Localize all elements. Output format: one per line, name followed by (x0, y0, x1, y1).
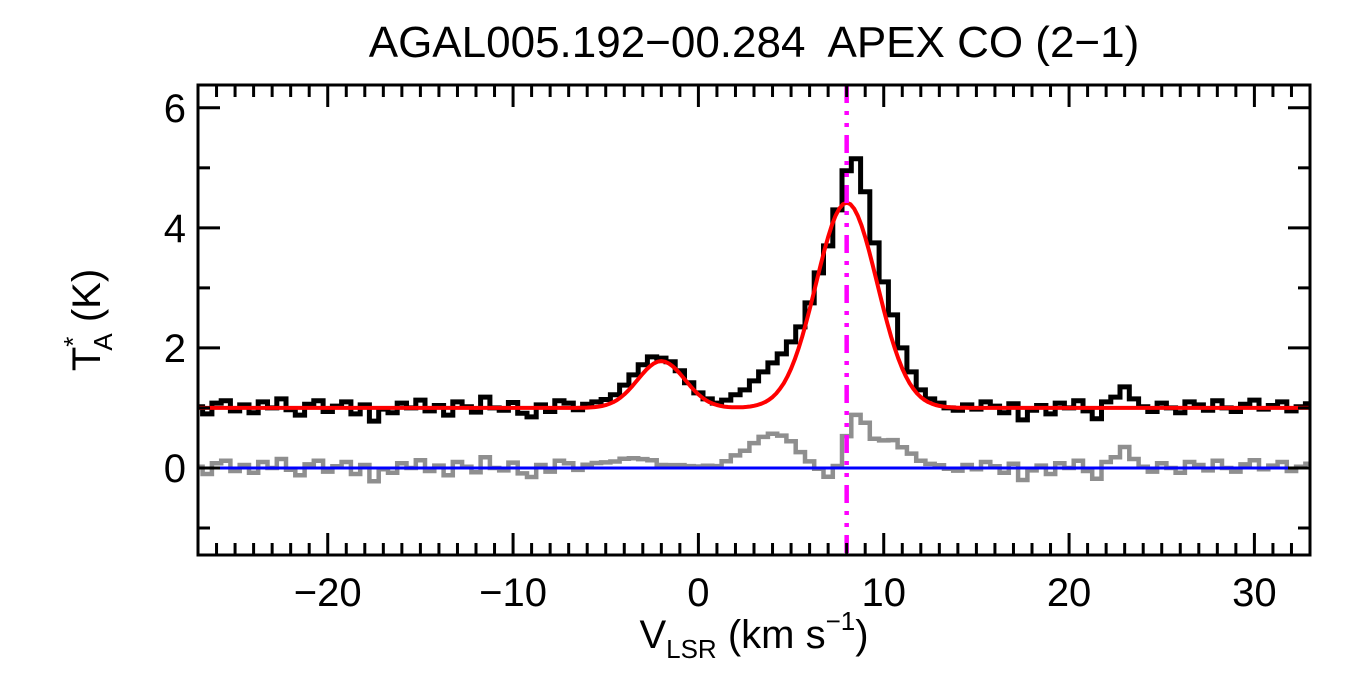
axis-ticks (196, 85, 1312, 555)
x-tick-label: 10 (861, 571, 906, 615)
x-tick-label: −20 (294, 571, 362, 615)
y-axis-label: T*A (K) (58, 269, 118, 371)
y-tick-label: 0 (164, 447, 186, 491)
x-tick-label: −10 (479, 571, 547, 615)
x-tick-label: 20 (1047, 571, 1092, 615)
x-tick-label: 30 (1232, 571, 1277, 615)
spectrum-histogram (198, 156, 1310, 424)
gaussian-fit-curve (198, 200, 1310, 410)
residual-histogram (198, 412, 1310, 484)
x-tick-label: 0 (687, 571, 709, 615)
y-tick-label: 4 (164, 207, 186, 251)
y-tick-label: 6 (164, 87, 186, 131)
data-series-layer (198, 85, 1310, 555)
chart-title: AGAL005.192−00.284 APEX CO (2−1) (369, 18, 1140, 67)
x-axis-label: VLSR (km s−1) (639, 606, 868, 664)
y-tick-label: 2 (164, 327, 186, 371)
plot-frame (196, 83, 1312, 557)
frame-rect (196, 83, 1312, 557)
axis-tick-labels: −20 −10 0 10 20 30 0 2 4 6 (164, 87, 1277, 615)
